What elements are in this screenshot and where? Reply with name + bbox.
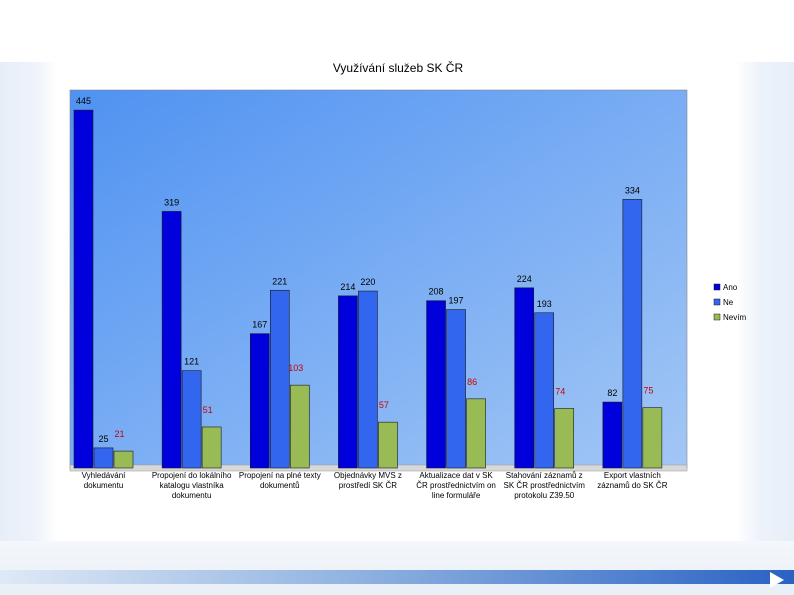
data-label-ne-6: 334 [625, 185, 640, 195]
category-label-1: Propojení do lokálního katalogu vlastníka… [152, 471, 232, 500]
bar-nevím-2 [289, 384, 310, 469]
legend-swatch-ano [713, 283, 721, 291]
data-labels-group: 445 25 21 319 121 51 167 221 103 214 220 57 208 197 86… [76, 96, 653, 444]
bar-ano-0 [73, 109, 94, 469]
category-label-5: Stahování záznamů z SK ČR prostřednictvím… [504, 471, 586, 500]
data-label-ano-1: 319 [164, 197, 179, 207]
data-label-ne-1: 121 [184, 357, 199, 367]
left-decoration [0, 62, 58, 542]
bar-ne-2 [269, 289, 290, 469]
bar-ne-0 [93, 447, 114, 469]
legend-label-ne: Ne [723, 298, 734, 307]
bar-nevím-1 [201, 426, 222, 469]
data-label-nevím-0: 21 [114, 429, 124, 439]
data-label-nevím-6: 75 [643, 386, 653, 396]
bottom-band [0, 541, 794, 595]
bar-nevím-6 [642, 407, 663, 469]
bar-nevím-0 [113, 450, 134, 469]
data-label-nevím-5: 74 [555, 386, 565, 396]
bar-ano-5 [514, 287, 535, 469]
legend-swatch-nevím [713, 313, 721, 321]
data-label-ne-0: 25 [98, 434, 108, 444]
legend-swatch-ne [713, 298, 721, 306]
bar-ne-5 [534, 312, 555, 469]
data-label-ano-5: 224 [517, 274, 532, 284]
bar-ne-4 [446, 309, 466, 469]
data-label-ano-0: 445 [76, 96, 91, 106]
data-label-ne-5: 193 [537, 299, 552, 309]
data-label-ano-6: 82 [607, 388, 617, 398]
category-label-0: Vyhledávání dokumentu [82, 471, 127, 490]
bar-ano-3 [338, 295, 358, 469]
data-label-ano-4: 208 [429, 287, 444, 297]
bar-ano-1 [161, 211, 182, 469]
bar-ano-4 [426, 300, 446, 469]
category-label-4: Aktualizace dat v SK ČR prostřednictvím o… [416, 471, 496, 500]
data-label-ne-4: 197 [449, 296, 464, 306]
bar-ano-6 [602, 401, 623, 469]
right-decoration [736, 62, 794, 542]
bar-ne-6 [622, 199, 643, 469]
bars-group [73, 109, 663, 469]
bar-nevím-3 [378, 421, 398, 469]
category-labels-group: Vyhledávání dokumentu Propojení do lokální… [82, 471, 668, 500]
bottom-strip [0, 570, 794, 584]
category-label-6: Export vlastních záznamů do SK ČR [597, 471, 667, 490]
corner-arrow-icon [770, 572, 784, 588]
data-label-ne-3: 220 [360, 277, 375, 287]
bar-ne-1 [181, 370, 202, 469]
chart-title: Využívání služeb SK ČR [333, 60, 464, 75]
category-label-2: Propojení na plné texty dokumentů [239, 471, 321, 490]
data-label-ano-3: 214 [340, 282, 355, 292]
legend: Ano Ne Nevím [713, 283, 746, 322]
bar-ano-2 [249, 333, 270, 469]
data-label-ano-2: 167 [252, 320, 267, 330]
data-label-nevím-3: 57 [379, 400, 389, 410]
data-label-ne-2: 221 [272, 276, 287, 286]
bar-ne-3 [358, 290, 378, 469]
category-label-3: Objednávky MVS z prostředí SK ČR [334, 471, 402, 490]
data-label-nevím-1: 51 [203, 405, 213, 415]
bar-nevím-4 [466, 398, 486, 469]
data-label-nevím-4: 86 [467, 377, 477, 387]
legend-label-ano: Ano [723, 283, 738, 292]
legend-label-nevím: Nevím [723, 313, 746, 322]
data-label-nevím-2: 103 [288, 363, 303, 373]
bar-nevím-5 [554, 408, 575, 469]
